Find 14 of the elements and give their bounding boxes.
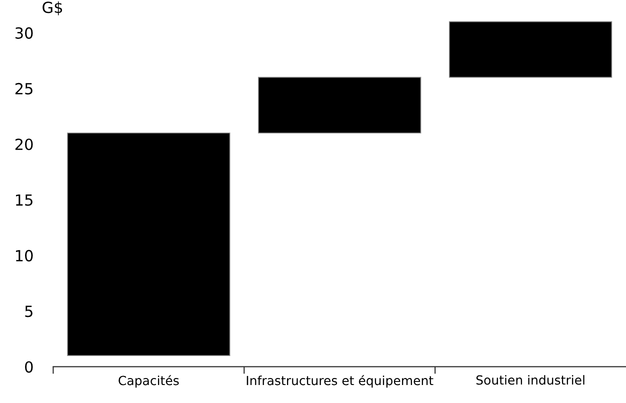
bar: [67, 132, 230, 356]
y-axis-title: G$: [42, 1, 62, 16]
y-tick-label: 30: [15, 27, 33, 39]
x-tick-label: Infrastructures et équipement: [246, 375, 434, 388]
y-tick-label: 10: [16, 250, 33, 262]
y-tick-label: 5: [25, 306, 32, 318]
x-tick-label: Soutien industriel: [476, 375, 584, 385]
x-tick-label: Capacités: [118, 375, 179, 388]
y-tick-label: 0: [25, 361, 33, 373]
y-tick-label: 25: [15, 82, 32, 94]
bar: [448, 21, 612, 78]
bar: [258, 76, 422, 134]
y-tick-label: 15: [16, 194, 32, 206]
y-tick-label: 20: [15, 138, 33, 150]
